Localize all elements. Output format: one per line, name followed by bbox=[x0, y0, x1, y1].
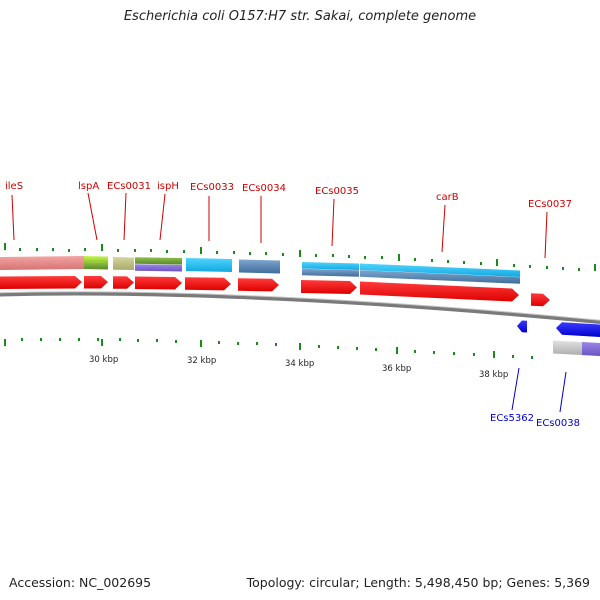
cds-arrow-ECs0033 bbox=[185, 277, 231, 291]
forward-gene-labels: ileS lspA ECs0031 ispH ECs0033 ECs0034 E… bbox=[5, 181, 572, 259]
scale-label-34kbp: 34 kbp bbox=[285, 359, 314, 369]
cds-arrow-ispH bbox=[135, 276, 182, 290]
gene-label-ECs0038: ECs0038 bbox=[536, 418, 580, 429]
feature-ispH-block bbox=[135, 257, 182, 265]
gene-label-ECs0037: ECs0037 bbox=[528, 199, 572, 210]
scale-label-30kbp: 30 kbp bbox=[89, 355, 118, 365]
reverse-gene-labels: ECs5362 ECs0038 bbox=[490, 367, 580, 429]
cds-arrow-ECs0034 bbox=[238, 278, 279, 292]
cds-arrow-ECs0031 bbox=[113, 276, 134, 289]
cds-arrow-ECs0038-a bbox=[556, 322, 600, 337]
gene-label-ECs0033: ECs0033 bbox=[190, 182, 234, 193]
feature-ECs0034-block bbox=[239, 259, 280, 274]
cds-arrow-ileS bbox=[0, 276, 82, 289]
feature-ECs0033-block bbox=[186, 258, 232, 272]
gene-label-ileS: ileS bbox=[5, 181, 23, 192]
forward-cds-track bbox=[0, 276, 550, 307]
gene-label-ECs0035: ECs0035 bbox=[315, 186, 359, 197]
reverse-cds-track bbox=[517, 320, 600, 356]
gene-label-ispH: ispH bbox=[157, 181, 179, 192]
genome-backbone bbox=[0, 291, 600, 324]
cds-arrow-ECs0037 bbox=[531, 293, 550, 307]
scale-label-36kbp: 36 kbp bbox=[382, 364, 411, 374]
cds-arrow-ECs0035 bbox=[301, 280, 357, 294]
feature-band-upper bbox=[0, 256, 520, 284]
accession-label: Accession: NC_002695 bbox=[9, 575, 152, 590]
scale-labels: 30 kbp 32 kbp 34 kbp 36 kbp 38 kbp bbox=[89, 355, 508, 380]
feature-ECs0035-block bbox=[302, 262, 359, 270]
gene-label-ECs5362: ECs5362 bbox=[490, 413, 534, 424]
cds-arrow-ECs5362 bbox=[517, 320, 527, 333]
gene-label-lspA: lspA bbox=[78, 181, 99, 192]
inner-tick-track bbox=[4, 338, 533, 359]
scale-label-32kbp: 32 kbp bbox=[187, 356, 216, 366]
scale-label-38kbp: 38 kbp bbox=[479, 370, 508, 380]
outer-tick-track bbox=[4, 243, 596, 271]
feature-ECs0031-block bbox=[113, 257, 134, 270]
feature-lspA-block bbox=[84, 256, 108, 263]
gene-label-carB: carB bbox=[436, 192, 459, 203]
map-title: Escherichia coli O157:H7 str. Sakai, com… bbox=[123, 9, 477, 24]
feature-ileS-block bbox=[0, 256, 84, 270]
gene-label-ECs0031: ECs0031 bbox=[107, 181, 151, 192]
cds-arrow-carB bbox=[360, 281, 519, 302]
cds-arrow-lspA bbox=[84, 276, 108, 289]
gene-label-ECs0034: ECs0034 bbox=[242, 183, 286, 194]
feature-carB-block bbox=[360, 263, 520, 277]
genome-summary: Topology: circular; Length: 5,498,450 bp… bbox=[246, 575, 590, 590]
